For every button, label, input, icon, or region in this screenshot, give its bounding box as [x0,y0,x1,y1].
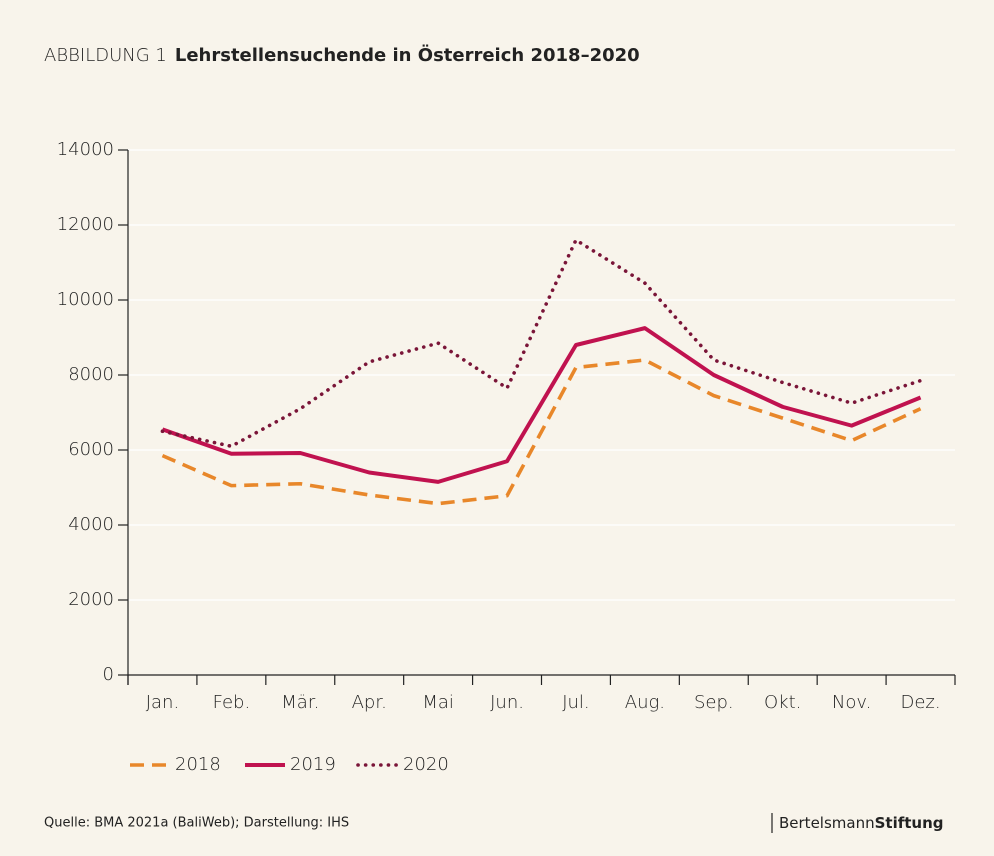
line-series [161,358,922,506]
x-tick-label: Nov. [832,692,871,713]
brand-light: Bertelsmann [779,814,875,832]
chart-title-block: ABBILDUNG 1 Lehrstellensuchende in Österr… [44,44,640,66]
x-tick-label: Feb. [213,692,251,713]
x-tick-label: Jan. [146,692,179,713]
line-series [160,238,923,449]
brand: BertelsmannStiftung [779,814,944,832]
line-series [161,326,922,484]
y-tick-label: 12000 [57,214,114,235]
legend-label: 2019 [290,754,336,775]
x-tick-label: Okt. [764,692,801,713]
x-tick-label: Mai [422,692,454,713]
x-tick-label: Jun. [490,692,524,713]
y-tick-label: 10000 [57,289,114,310]
source: Quelle: BMA 2021a (BaliWeb); Darstellung… [44,816,349,831]
legend-label: 2020 [403,754,449,775]
figure-label: ABBILDUNG 1 [44,45,167,66]
x-tick-label: Dez. [900,692,940,713]
y-tick-label: 14000 [57,139,114,160]
y-tick-label: 2000 [68,589,114,610]
y-tick-label: 6000 [68,439,114,460]
y-tick-label: 8000 [68,364,114,385]
x-tick-label: Apr. [352,692,387,713]
y-tick-label: 4000 [68,514,114,535]
x-tick-label: Jul. [562,692,589,713]
x-tick-label: Aug. [625,692,665,713]
y-tick-label: 0 [103,664,114,685]
legend-label: 2018 [175,754,221,775]
x-tick-label: Sep. [694,692,734,713]
brand-bold: Stiftung [875,814,944,832]
x-tick-label: Mär. [281,692,319,713]
chart-title: Lehrstellensuchende in Österreich 2018–2… [175,44,640,66]
